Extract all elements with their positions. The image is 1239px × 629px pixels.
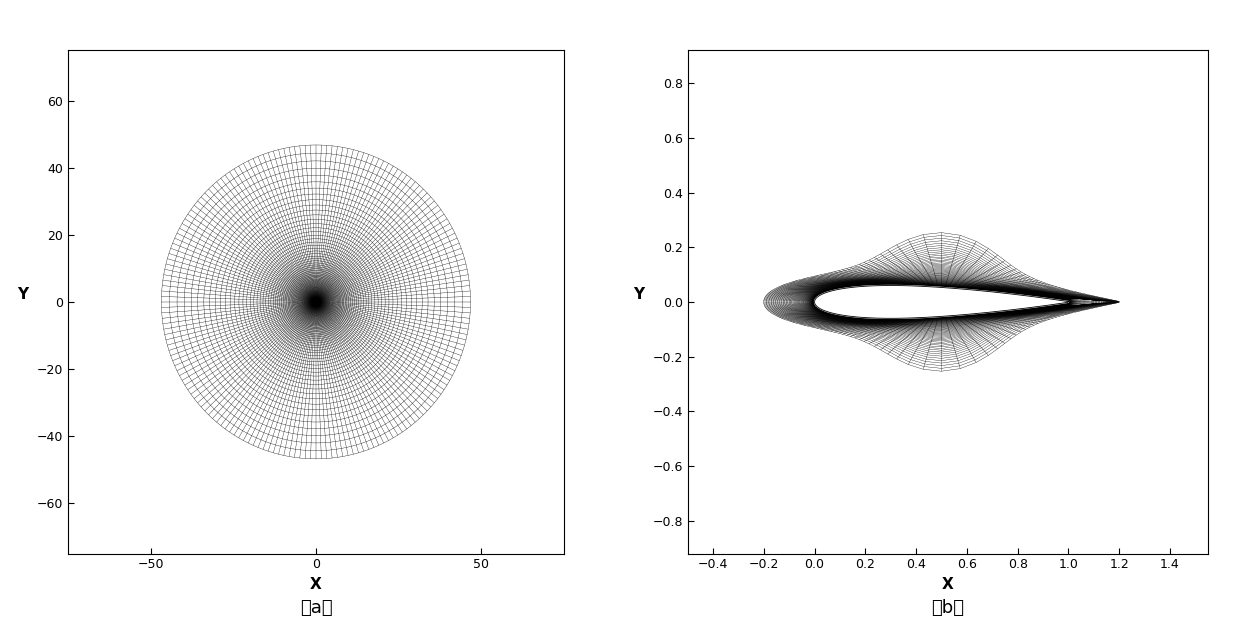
Polygon shape (814, 286, 1068, 318)
Y-axis label: Y: Y (633, 287, 644, 302)
Text: （b）: （b） (932, 599, 964, 617)
X-axis label: X: X (942, 577, 954, 592)
Y-axis label: Y: Y (17, 287, 28, 302)
Text: （a）: （a） (300, 599, 332, 617)
X-axis label: X: X (310, 577, 322, 592)
